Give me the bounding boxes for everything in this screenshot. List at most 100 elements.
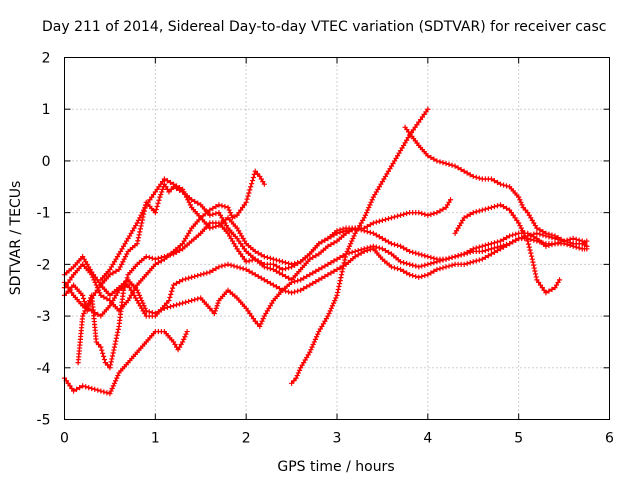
data-point xyxy=(334,256,340,262)
x-tick-label: 3 xyxy=(333,431,342,447)
data-point xyxy=(222,204,228,210)
data-point xyxy=(250,174,257,181)
data-point xyxy=(80,303,86,309)
data-point xyxy=(282,266,289,272)
data-point xyxy=(440,257,446,263)
data-point xyxy=(500,236,507,242)
data-point xyxy=(446,263,452,269)
data-point xyxy=(248,184,254,190)
data-point xyxy=(192,273,198,280)
data-point xyxy=(434,210,440,216)
data-point xyxy=(77,385,83,391)
data-point xyxy=(252,248,258,255)
data-point xyxy=(307,282,313,288)
data-point xyxy=(139,297,145,304)
data-point xyxy=(404,260,410,267)
data-point xyxy=(370,220,376,226)
data-point xyxy=(164,253,171,259)
data-point xyxy=(434,266,440,273)
data-point xyxy=(497,238,504,244)
data-point xyxy=(500,244,507,250)
data-point xyxy=(97,290,103,296)
data-point xyxy=(337,265,343,271)
data-point xyxy=(276,258,283,264)
data-point xyxy=(349,238,355,244)
data-point xyxy=(434,259,440,265)
data-point xyxy=(385,216,392,222)
data-point xyxy=(526,244,532,250)
data-point xyxy=(295,278,301,284)
data-point xyxy=(282,273,289,280)
data-point xyxy=(182,334,188,340)
data-point xyxy=(407,248,413,255)
data-point xyxy=(461,215,467,221)
data-point xyxy=(215,300,221,306)
data-point xyxy=(419,263,425,269)
data-point xyxy=(139,220,145,226)
data-point xyxy=(379,217,386,223)
data-point xyxy=(367,229,373,236)
data-point xyxy=(107,362,114,368)
data-point xyxy=(100,353,107,360)
data-point xyxy=(213,305,219,311)
data-point xyxy=(549,286,555,292)
data-point xyxy=(169,288,175,294)
data-point xyxy=(155,200,161,206)
data-point xyxy=(482,242,488,248)
series-sat-j xyxy=(98,176,358,283)
data-point xyxy=(401,260,407,266)
data-point xyxy=(428,211,434,217)
data-point xyxy=(325,243,331,249)
data-point xyxy=(422,253,428,259)
data-point xyxy=(407,261,413,267)
data-point xyxy=(115,326,121,332)
data-point xyxy=(367,222,373,228)
data-point xyxy=(407,272,413,278)
data-point xyxy=(339,269,345,275)
data-point xyxy=(264,254,270,261)
data-point xyxy=(397,212,404,218)
data-point xyxy=(109,356,115,362)
data-point xyxy=(342,257,348,263)
data-point xyxy=(500,182,507,188)
data-point xyxy=(543,230,549,236)
data-point xyxy=(181,336,187,342)
data-point xyxy=(543,243,549,249)
data-point xyxy=(365,207,371,213)
data-point xyxy=(476,208,482,214)
data-point xyxy=(119,285,125,292)
data-point xyxy=(216,264,222,270)
data-point xyxy=(311,339,317,345)
data-point xyxy=(464,170,470,176)
data-point xyxy=(358,250,364,256)
data-point xyxy=(366,204,372,211)
data-point xyxy=(555,235,561,241)
data-point xyxy=(270,261,277,267)
data-point xyxy=(270,282,277,288)
data-point xyxy=(316,266,322,273)
data-point xyxy=(328,241,334,248)
data-point xyxy=(273,263,280,269)
data-point xyxy=(298,277,304,283)
data-point xyxy=(337,254,343,261)
data-point xyxy=(428,260,434,267)
data-point xyxy=(473,258,479,264)
data-point xyxy=(543,290,549,296)
data-point xyxy=(564,239,570,245)
data-point xyxy=(294,372,300,379)
data-point xyxy=(310,341,316,348)
data-point xyxy=(285,260,292,267)
data-point xyxy=(227,210,233,216)
data-point xyxy=(467,260,473,266)
data-point xyxy=(243,266,249,273)
data-point xyxy=(99,347,105,353)
data-point xyxy=(416,251,422,257)
data-point xyxy=(169,285,176,291)
data-point xyxy=(167,303,174,310)
data-point xyxy=(422,272,428,279)
data-point xyxy=(81,298,88,305)
data-point xyxy=(325,272,331,278)
data-point xyxy=(352,248,358,255)
data-point xyxy=(149,255,155,261)
data-point xyxy=(355,252,361,258)
